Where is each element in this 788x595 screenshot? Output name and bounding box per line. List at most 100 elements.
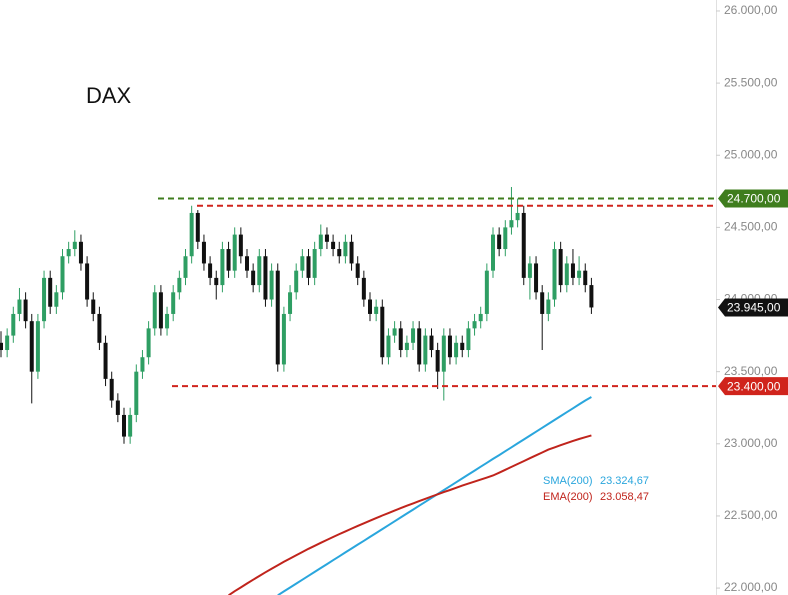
candle-body [195, 212, 200, 242]
candle-body [441, 335, 446, 372]
candle-body [398, 328, 403, 351]
candle-body [503, 227, 508, 250]
price-label-box [718, 189, 788, 208]
candle-body [558, 249, 563, 286]
candle-body [140, 357, 145, 372]
candle-body [368, 299, 372, 314]
candle-body [583, 270, 588, 286]
candle-body [349, 241, 354, 264]
candle-body [171, 292, 176, 314]
candle-body [72, 241, 77, 250]
candle-body [380, 306, 385, 358]
y-tick-label: 26.000,00 [724, 3, 778, 17]
candle-body [460, 342, 465, 351]
y-tick-label: 25.500,00 [724, 75, 778, 89]
candle-body [429, 335, 434, 351]
candle-body [564, 263, 569, 286]
candle-body [91, 299, 96, 314]
candle-body [275, 270, 280, 365]
candle-body [312, 249, 317, 278]
candle-body [189, 212, 194, 257]
candle-body [183, 256, 188, 278]
candle-body [577, 270, 582, 278]
indicator-name: EMA(200) [543, 491, 593, 503]
candle-body [324, 234, 329, 242]
candle-body [226, 249, 231, 271]
candle-body [251, 270, 256, 286]
candle-body [35, 321, 40, 372]
candle-body [134, 371, 139, 415]
candle-body [521, 212, 526, 278]
candle-body [66, 249, 71, 257]
candle-body [232, 234, 237, 271]
candle-body [337, 249, 342, 257]
candle-body [306, 256, 311, 278]
candle-body [472, 321, 477, 329]
candle-body [29, 321, 34, 372]
price-label: 23.400,00 [727, 379, 781, 393]
candle-body [60, 256, 65, 293]
candle-body [331, 241, 336, 250]
candle-body [361, 277, 366, 300]
candle-body [177, 277, 182, 293]
candle-body [491, 234, 495, 271]
candle-body [288, 292, 293, 314]
candle-body [527, 263, 532, 278]
candle-body [54, 292, 59, 307]
candle-body [355, 263, 360, 278]
y-tick-label: 24.500,00 [724, 220, 778, 234]
candle-body [534, 263, 539, 293]
candle-body [318, 234, 323, 250]
candle-body [269, 270, 274, 300]
candle-body [257, 256, 262, 286]
y-tick-label: 25.000,00 [724, 147, 778, 161]
candle-body [374, 306, 379, 314]
chart-title: DAX [86, 83, 132, 108]
candle-body [478, 313, 483, 322]
indicator-name: SMA(200) [543, 475, 593, 487]
y-tick-label: 23.500,00 [724, 364, 778, 378]
candle-body [245, 256, 249, 271]
candle-body [158, 292, 163, 329]
candle-body [404, 342, 409, 351]
candle-body [497, 234, 502, 250]
candle-body [263, 256, 268, 300]
candle-body [152, 292, 157, 329]
candle-body [103, 342, 108, 379]
candle-body [417, 328, 422, 365]
candle-body [540, 292, 545, 314]
candle-body [85, 263, 90, 300]
candle-body [570, 263, 575, 278]
plot-area [0, 186, 594, 595]
candle-body [48, 277, 53, 307]
candle-body [343, 241, 348, 257]
candle-body [208, 263, 213, 278]
candle-body [509, 220, 514, 228]
candle-body [78, 241, 83, 264]
price-label: 24.700,00 [727, 192, 781, 206]
candle-body [122, 414, 126, 437]
y-tick-label: 23.000,00 [724, 436, 778, 450]
candle-body [386, 335, 391, 358]
indicator-line [228, 434, 592, 595]
candle-body [294, 270, 299, 293]
candle-body [423, 335, 428, 365]
candle-body [11, 313, 16, 336]
candle-body [42, 277, 47, 322]
candle-body [0, 342, 3, 351]
price-label-box [718, 298, 788, 317]
candle-body [201, 241, 206, 264]
candle-body [392, 328, 397, 336]
candle-body [411, 328, 416, 343]
y-tick-label: 22.500,00 [724, 508, 778, 522]
candle-body [128, 414, 133, 437]
indicator-value: 23.324,67 [600, 475, 649, 487]
candle-body [115, 400, 120, 415]
candle-body [17, 299, 22, 314]
candle-body [281, 313, 286, 365]
candle-body [220, 249, 225, 286]
candle-body [552, 249, 557, 300]
candle-body [109, 378, 114, 401]
candle-body [466, 328, 471, 351]
